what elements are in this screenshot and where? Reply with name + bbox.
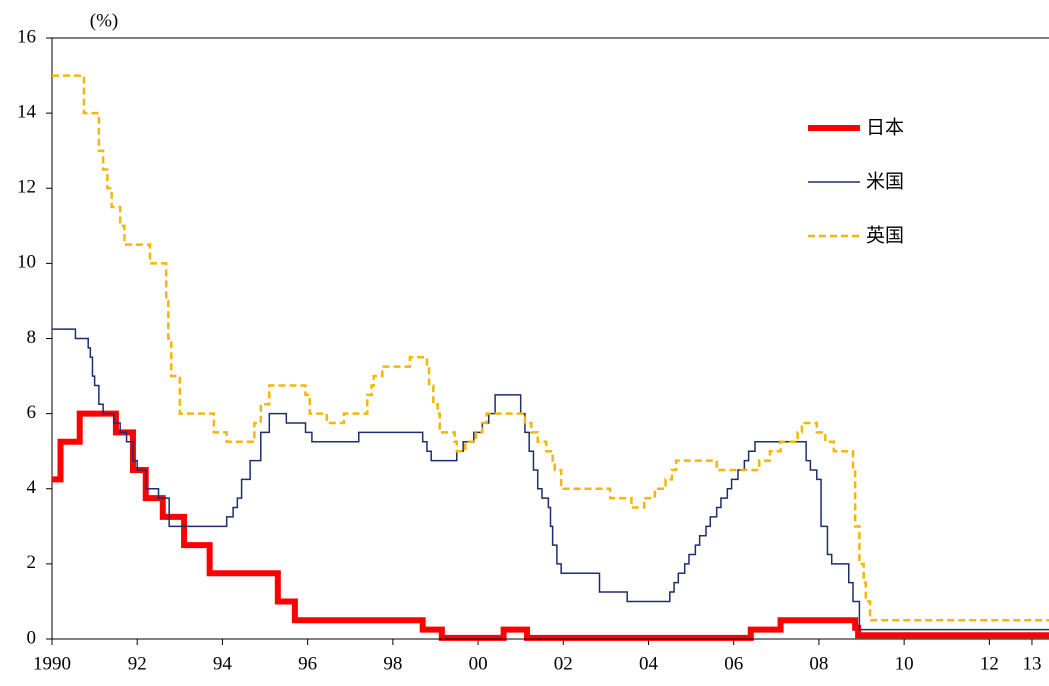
legend-label: 米国 — [866, 171, 904, 193]
series-line — [52, 328, 1049, 631]
y-axis-label: (%) — [90, 10, 118, 31]
x-tick-label: 10 — [895, 653, 914, 674]
y-tick-label: 0 — [27, 627, 37, 648]
y-tick-label: 4 — [27, 477, 37, 498]
legend-label: 日本 — [866, 117, 904, 139]
y-tick-label: 6 — [27, 402, 37, 423]
x-tick-label: 92 — [128, 653, 147, 674]
y-tick-label: 12 — [17, 177, 36, 198]
y-tick-label: 10 — [17, 252, 36, 273]
y-tick-label: 14 — [17, 101, 37, 122]
x-tick-label: 98 — [383, 653, 402, 674]
x-tick-label: 1990 — [33, 653, 71, 674]
x-tick-label: 02 — [554, 653, 573, 674]
series-line — [52, 410, 1049, 641]
x-tick-label: 06 — [724, 653, 743, 674]
x-tick-label: 04 — [639, 653, 659, 674]
series-line — [52, 74, 1049, 622]
x-tick-label: 13 — [1022, 653, 1041, 674]
x-tick-label: 00 — [469, 653, 488, 674]
x-tick-label: 08 — [809, 653, 828, 674]
x-tick-label: 94 — [213, 653, 233, 674]
y-tick-label: 16 — [17, 26, 36, 47]
y-tick-label: 2 — [27, 552, 37, 573]
legend-label: 英国 — [866, 225, 904, 247]
x-tick-label: 12 — [980, 653, 999, 674]
x-tick-label: 96 — [298, 653, 317, 674]
y-tick-label: 8 — [27, 327, 37, 348]
